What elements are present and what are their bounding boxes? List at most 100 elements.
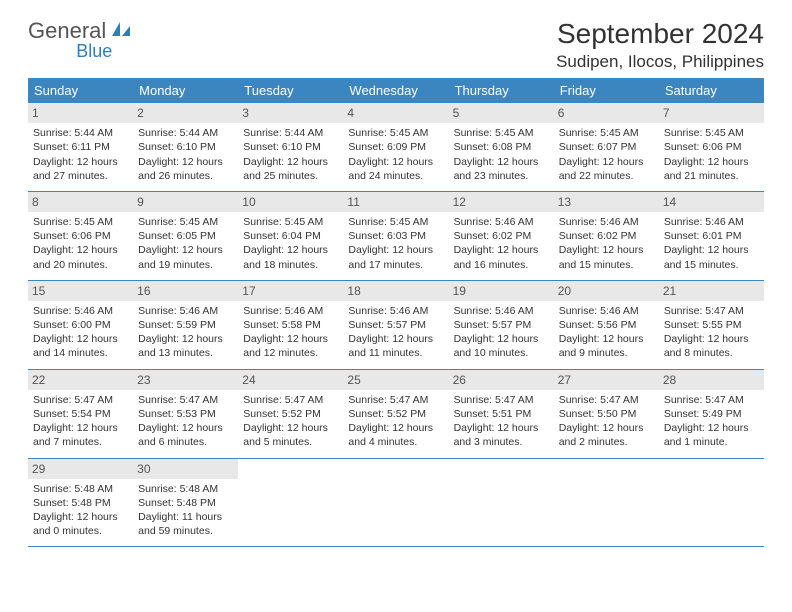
- day-number: 12: [449, 192, 554, 212]
- daylight-line-2: and 15 minutes.: [559, 258, 654, 272]
- day-number: 24: [238, 370, 343, 390]
- sunrise-line: Sunrise: 5:46 AM: [348, 304, 443, 318]
- sunset-line: Sunset: 6:06 PM: [664, 140, 759, 154]
- day-number: 5: [449, 103, 554, 123]
- sunrise-line: Sunrise: 5:46 AM: [559, 215, 654, 229]
- calendar-cell: 5Sunrise: 5:45 AMSunset: 6:08 PMDaylight…: [449, 103, 554, 191]
- day-number: 19: [449, 281, 554, 301]
- sunrise-line: Sunrise: 5:47 AM: [348, 393, 443, 407]
- sunrise-line: Sunrise: 5:47 AM: [33, 393, 128, 407]
- calendar-cell: 10Sunrise: 5:45 AMSunset: 6:04 PMDayligh…: [238, 192, 343, 280]
- daylight-line-2: and 14 minutes.: [33, 346, 128, 360]
- day-number: 23: [133, 370, 238, 390]
- sunrise-line: Sunrise: 5:47 AM: [559, 393, 654, 407]
- daylight-line-1: Daylight: 12 hours: [348, 243, 443, 257]
- calendar-cell: 23Sunrise: 5:47 AMSunset: 5:53 PMDayligh…: [133, 370, 238, 458]
- daylight-line-1: Daylight: 12 hours: [243, 243, 338, 257]
- sunrise-line: Sunrise: 5:45 AM: [664, 126, 759, 140]
- daylight-line-1: Daylight: 12 hours: [33, 510, 128, 524]
- sunset-line: Sunset: 5:48 PM: [33, 496, 128, 510]
- sunset-line: Sunset: 5:59 PM: [138, 318, 233, 332]
- calendar-cell: 27 Sunrise: 5:47 AMSunset: 5:50 PMDayligh…: [554, 370, 659, 458]
- daylight-line-2: and 27 minutes.: [33, 169, 128, 183]
- calendar-cell: [343, 459, 448, 547]
- sunrise-line: Sunrise: 5:47 AM: [454, 393, 549, 407]
- calendar-cell: 9Sunrise: 5:45 AMSunset: 6:05 PMDaylight…: [133, 192, 238, 280]
- calendar-cell: [554, 459, 659, 547]
- daylight-line-1: Daylight: 12 hours: [559, 155, 654, 169]
- sunset-line: Sunset: 6:08 PM: [454, 140, 549, 154]
- logo: General Blue: [28, 18, 132, 44]
- daylight-line-1: Daylight: 12 hours: [138, 155, 233, 169]
- daylight-line-2: and 9 minutes.: [559, 346, 654, 360]
- day-number: 20: [554, 281, 659, 301]
- sunrise-line: Sunrise: 5:46 AM: [664, 215, 759, 229]
- daylight-line-1: Daylight: 12 hours: [33, 332, 128, 346]
- daylight-line-1: Daylight: 12 hours: [559, 332, 654, 346]
- calendar-cell: 6Sunrise: 5:45 AMSunset: 6:07 PMDaylight…: [554, 103, 659, 191]
- daylight-line-2: and 6 minutes.: [138, 435, 233, 449]
- sunrise-line: Sunrise: 5:48 AM: [33, 482, 128, 496]
- calendar-cell: 13Sunrise: 5:46 AMSunset: 6:02 PMDayligh…: [554, 192, 659, 280]
- day-number: 26: [449, 370, 554, 390]
- weekday-cell: Monday: [133, 78, 238, 103]
- daylight-line-1: Daylight: 12 hours: [138, 243, 233, 257]
- sunrise-line: Sunrise: 5:44 AM: [33, 126, 128, 140]
- daylight-line-1: Daylight: 12 hours: [348, 332, 443, 346]
- sunset-line: Sunset: 6:10 PM: [138, 140, 233, 154]
- sunset-line: Sunset: 6:00 PM: [33, 318, 128, 332]
- calendar-row: 22Sunrise: 5:47 AMSunset: 5:54 PMDayligh…: [28, 370, 764, 459]
- calendar-cell: 12Sunrise: 5:46 AMSunset: 6:02 PMDayligh…: [449, 192, 554, 280]
- calendar: SundayMondayTuesdayWednesdayThursdayFrid…: [28, 78, 764, 547]
- daylight-line-1: Daylight: 12 hours: [664, 332, 759, 346]
- weekday-cell: Tuesday: [238, 78, 343, 103]
- daylight-line-1: Daylight: 12 hours: [138, 332, 233, 346]
- daylight-line-1: Daylight: 12 hours: [559, 421, 654, 435]
- day-number: 1: [28, 103, 133, 123]
- calendar-cell: 21Sunrise: 5:47 AMSunset: 5:55 PMDayligh…: [659, 281, 764, 369]
- sunset-line: Sunset: 5:54 PM: [33, 407, 128, 421]
- sunset-line: Sunset: 6:09 PM: [348, 140, 443, 154]
- daylight-line-2: and 1 minute.: [664, 435, 759, 449]
- daylight-line-2: and 5 minutes.: [243, 435, 338, 449]
- daylight-line-2: and 10 minutes.: [454, 346, 549, 360]
- day-number: 28: [659, 370, 764, 390]
- calendar-cell: 18Sunrise: 5:46 AMSunset: 5:57 PMDayligh…: [343, 281, 448, 369]
- daylight-line-2: and 23 minutes.: [454, 169, 549, 183]
- day-number: 14: [659, 192, 764, 212]
- day-number: 17: [238, 281, 343, 301]
- sunrise-line: Sunrise: 5:46 AM: [454, 215, 549, 229]
- day-number: 16: [133, 281, 238, 301]
- daylight-line-1: Daylight: 12 hours: [348, 155, 443, 169]
- day-number: 27: [554, 370, 659, 390]
- calendar-cell: 17Sunrise: 5:46 AMSunset: 5:58 PMDayligh…: [238, 281, 343, 369]
- calendar-cell: 29Sunrise: 5:48 AMSunset: 5:48 PMDayligh…: [28, 459, 133, 547]
- sunset-line: Sunset: 6:02 PM: [454, 229, 549, 243]
- calendar-cell: 28Sunrise: 5:47 AMSunset: 5:49 PMDayligh…: [659, 370, 764, 458]
- page-header: General Blue September 2024 Sudipen, Ilo…: [28, 18, 764, 72]
- daylight-line-1: Daylight: 12 hours: [33, 243, 128, 257]
- sunset-line: Sunset: 5:50 PM: [559, 407, 654, 421]
- calendar-cell: 20Sunrise: 5:46 AMSunset: 5:56 PMDayligh…: [554, 281, 659, 369]
- sunrise-line: Sunrise: 5:44 AM: [243, 126, 338, 140]
- sunset-line: Sunset: 6:02 PM: [559, 229, 654, 243]
- calendar-cell: [449, 459, 554, 547]
- day-number: 25: [343, 370, 448, 390]
- sunset-line: Sunset: 5:52 PM: [348, 407, 443, 421]
- day-number: 18: [343, 281, 448, 301]
- daylight-line-1: Daylight: 12 hours: [33, 421, 128, 435]
- weekday-cell: Thursday: [449, 78, 554, 103]
- daylight-line-1: Daylight: 12 hours: [454, 155, 549, 169]
- sunset-line: Sunset: 6:10 PM: [243, 140, 338, 154]
- sunset-line: Sunset: 6:06 PM: [33, 229, 128, 243]
- sunset-line: Sunset: 5:49 PM: [664, 407, 759, 421]
- daylight-line-2: and 22 minutes.: [559, 169, 654, 183]
- daylight-line-1: Daylight: 12 hours: [138, 421, 233, 435]
- sunset-line: Sunset: 5:53 PM: [138, 407, 233, 421]
- calendar-cell: 24Sunrise: 5:47 AMSunset: 5:52 PMDayligh…: [238, 370, 343, 458]
- calendar-cell: 8Sunrise: 5:45 AMSunset: 6:06 PMDaylight…: [28, 192, 133, 280]
- daylight-line-2: and 21 minutes.: [664, 169, 759, 183]
- sunrise-line: Sunrise: 5:46 AM: [138, 304, 233, 318]
- daylight-line-1: Daylight: 12 hours: [33, 155, 128, 169]
- calendar-row: 29Sunrise: 5:48 AMSunset: 5:48 PMDayligh…: [28, 459, 764, 548]
